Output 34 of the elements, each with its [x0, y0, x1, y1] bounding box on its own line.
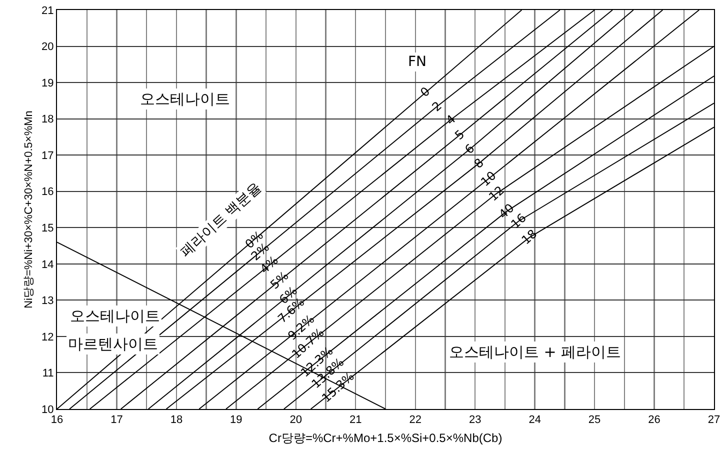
annotation: FN [408, 54, 427, 70]
x-tick-label: 17 [110, 414, 123, 426]
annotation: 5 [452, 127, 468, 143]
y-tick-label: 18 [42, 114, 54, 126]
y-tick-label: 17 [42, 150, 54, 162]
y-tick-label: 11 [42, 368, 54, 380]
x-tick-label: 20 [290, 414, 302, 426]
x-tick-label: 25 [588, 414, 601, 426]
annotation: 오스테나이트 [70, 307, 160, 325]
x-tick-label: 24 [528, 414, 541, 426]
x-tick-label: 19 [230, 414, 242, 426]
annotation: 2 [429, 98, 444, 114]
y-tick-label: 15 [42, 222, 54, 234]
x-tick-label: 21 [350, 414, 362, 426]
x-tick-label: 16 [50, 414, 64, 426]
y-tick-label: 21 [42, 4, 54, 17]
x-tick-label: 26 [648, 414, 660, 426]
y-tick-label: 19 [42, 77, 54, 90]
x-tick-label: 18 [170, 414, 183, 426]
y-tick-label: 13 [42, 295, 54, 308]
x-tick-label: 27 [708, 414, 720, 426]
annotation: 18 [518, 226, 540, 248]
y-tick-label: 10 [42, 404, 54, 416]
y-tick-label: 12 [42, 331, 54, 344]
y-tick-label: 16 [42, 186, 54, 198]
annotation: 오스테나이트 [140, 90, 230, 108]
y-tick-label: 14 [42, 258, 54, 271]
x-tick-label: 23 [468, 414, 482, 426]
y-axis-title: Ni당량=%Ni+30×%C+30×%N+0.5×%Mn [23, 110, 36, 308]
x-tick-label: 22 [409, 414, 422, 426]
annotation: 오스테나이트 + 페라이트 [449, 343, 622, 361]
y-tick-label: 20 [42, 41, 54, 54]
x-axis-title: Cr당량=%Cr+%Mo+1.5×%Si+0.5×%Nb(Cb) [268, 431, 502, 446]
annotation: 마르텐사이트 [68, 335, 158, 353]
